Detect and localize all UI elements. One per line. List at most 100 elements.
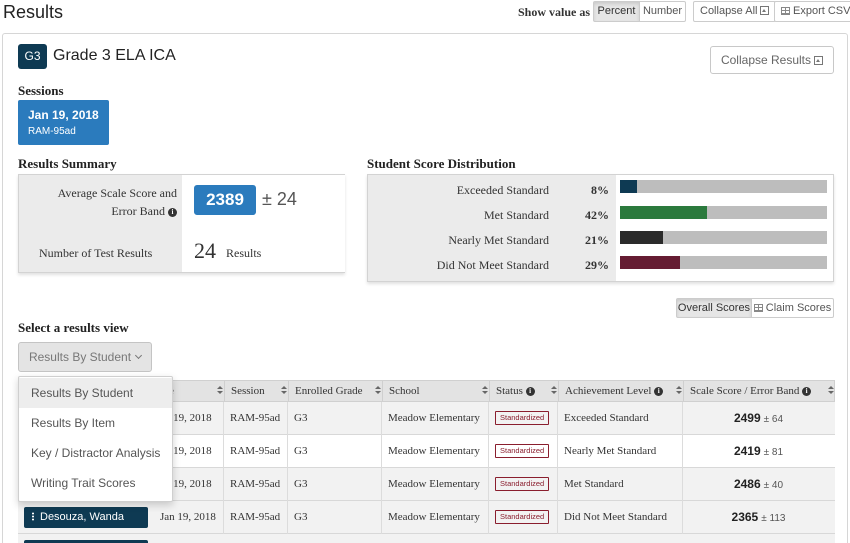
cell-status: Standardized xyxy=(489,402,558,435)
sessions-heading: Sessions xyxy=(18,83,64,98)
info-icon[interactable]: i xyxy=(654,387,664,396)
cell-achievement: Exceeded Standard xyxy=(558,402,683,435)
percent-toggle[interactable]: Percent xyxy=(593,1,640,22)
status-badge: Standardized xyxy=(495,510,550,525)
status-badge: Standardized xyxy=(495,444,550,459)
session-date: Jan 19, 2018 xyxy=(28,108,99,122)
cell-achievement: Met Standard xyxy=(558,468,683,501)
cell-achievement: Nearly Met Standard xyxy=(558,435,683,468)
cell-score: 2499 ± 64 xyxy=(683,402,834,435)
cell-grade: G3 xyxy=(288,435,382,468)
bar-exceeded xyxy=(620,180,827,193)
table-icon xyxy=(781,7,790,15)
table-row[interactable]: Desouza, Wanda Jan 19, 2018 RAM-95ad G3 … xyxy=(18,501,835,534)
col-school[interactable]: School xyxy=(383,381,490,401)
col-achievement[interactable]: Achievement Level i xyxy=(559,381,684,401)
bar-fill-exceeded xyxy=(620,180,637,193)
chevron-down-icon xyxy=(134,351,143,360)
distribution-heading: Student Score Distribution xyxy=(367,156,516,171)
scale-score: 2486 xyxy=(733,477,761,491)
info-icon[interactable]: i xyxy=(168,208,177,217)
col-session[interactable]: Session xyxy=(225,381,289,401)
show-value-label: Show value as xyxy=(518,5,591,19)
session-button[interactable]: Jan 19, 2018 RAM-95ad xyxy=(18,100,109,145)
dist-pct-met: 42% xyxy=(585,208,609,222)
menu-item-results-by-item[interactable]: Results By Item xyxy=(31,416,116,430)
col-status[interactable]: Status i xyxy=(490,381,559,401)
cell-status: Standardized xyxy=(489,468,558,501)
grade-badge: G3 xyxy=(18,44,47,69)
error-band: ± 40 xyxy=(763,480,784,491)
info-icon[interactable]: i xyxy=(525,387,535,396)
export-csv-button[interactable]: Export CSV xyxy=(774,1,850,22)
col-grade[interactable]: Enrolled Grade xyxy=(289,381,383,401)
collapse-all-label: Collapse All xyxy=(700,5,758,17)
col-scale-score[interactable]: Scale Score / Error Band i xyxy=(684,381,835,401)
col-session-label: Session xyxy=(231,385,265,397)
student-menu-button[interactable] xyxy=(24,540,148,543)
scale-score: 2365 xyxy=(731,510,759,524)
cell-session: RAM-95ad xyxy=(224,435,288,468)
results-summary-card: Average Scale Score and Error Band i 238… xyxy=(18,174,345,273)
collapse-results-label: Collapse Results xyxy=(720,53,812,67)
cell-school: Meadow Elementary xyxy=(382,402,489,435)
student-menu-button[interactable]: Desouza, Wanda xyxy=(24,507,148,528)
dist-label-exceeded: Exceeded Standard xyxy=(456,183,549,197)
info-icon[interactable]: i xyxy=(802,387,812,396)
menu-item-key-distractor[interactable]: Key / Distractor Analysis xyxy=(31,446,161,460)
error-band: ± 113 xyxy=(761,513,786,524)
test-results-unit: Results xyxy=(226,246,262,260)
cell-grade: G3 xyxy=(288,402,382,435)
cell-score: 2486 ± 40 xyxy=(683,468,834,501)
test-results-label: Number of Test Results xyxy=(39,246,153,260)
export-csv-label: Export CSV xyxy=(793,5,850,17)
claim-scores-label: Claim Scores xyxy=(765,302,832,314)
dist-label-met: Met Standard xyxy=(484,208,549,222)
view-heading: Select a results view xyxy=(18,320,129,335)
collapse-all-button[interactable]: Collapse All xyxy=(693,1,777,22)
cell-status: Standardized xyxy=(489,501,558,534)
col-achievement-label: Achievement Level xyxy=(565,385,652,397)
cell-grade: G3 xyxy=(288,501,382,534)
cell-score: 2419 ± 81 xyxy=(683,435,834,468)
cell-session: RAM-95ad xyxy=(224,468,288,501)
dist-pct-not-met: 29% xyxy=(585,258,609,272)
col-status-label: Status xyxy=(496,385,523,397)
collapse-icon xyxy=(814,56,824,65)
cell-date: Jan 19, 2018 xyxy=(154,501,224,534)
bar-not-met xyxy=(620,256,827,269)
status-badge: Standardized xyxy=(495,411,550,426)
cell-status: Standardized xyxy=(489,435,558,468)
dist-pct-exceeded: 8% xyxy=(591,183,609,197)
table-row[interactable] xyxy=(18,534,835,543)
menu-item-writing-trait[interactable]: Writing Trait Scores xyxy=(31,476,136,490)
dist-label-nearly-met: Nearly Met Standard xyxy=(448,233,549,247)
scale-score: 2419 xyxy=(733,444,761,458)
collapse-icon xyxy=(760,6,770,15)
avg-score-value: 2389 xyxy=(194,185,256,215)
score-distribution-card: Exceeded Standard 8% Met Standard 42% Ne… xyxy=(367,174,834,282)
more-vertical-icon xyxy=(32,512,34,521)
cell-session: RAM-95ad xyxy=(224,402,288,435)
results-summary-heading: Results Summary xyxy=(18,156,117,171)
overall-scores-toggle[interactable]: Overall Scores xyxy=(676,298,752,318)
bar-nearly-met xyxy=(620,231,827,244)
claim-scores-toggle[interactable]: Claim Scores xyxy=(751,298,834,318)
student-name: Desouza, Wanda xyxy=(40,511,124,523)
scale-score: 2499 xyxy=(733,411,761,425)
cell-school: Meadow Elementary xyxy=(382,435,489,468)
dist-pct-nearly-met: 21% xyxy=(585,233,609,247)
dist-label-not-met: Did Not Meet Standard xyxy=(436,258,549,272)
collapse-results-button[interactable]: Collapse Results xyxy=(710,46,834,74)
bar-fill-met xyxy=(620,206,707,219)
number-toggle[interactable]: Number xyxy=(639,1,686,22)
results-view-menu: Results By Student Results By Item Key /… xyxy=(18,376,173,502)
results-view-select[interactable]: Results By Student xyxy=(18,342,152,372)
avg-score-label-text: Average Scale Score and Error Band xyxy=(57,186,177,218)
menu-item-results-by-student[interactable]: Results By Student xyxy=(19,378,172,408)
col-grade-label: Enrolled Grade xyxy=(295,385,363,397)
bar-fill-nearly-met xyxy=(620,231,664,244)
page-title: Results xyxy=(3,2,64,22)
col-scale-score-label: Scale Score / Error Band xyxy=(690,385,800,397)
col-school-label: School xyxy=(389,385,420,397)
